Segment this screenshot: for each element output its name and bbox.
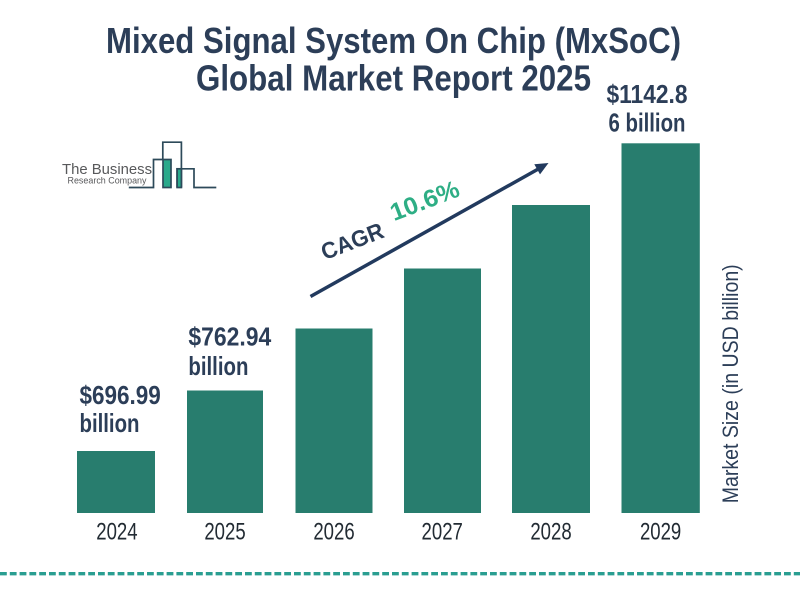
- svg-text:6 billion: 6 billion: [609, 110, 686, 138]
- svg-text:$762.94: $762.94: [188, 324, 271, 352]
- svg-text:Research Company: Research Company: [68, 176, 147, 187]
- svg-text:$696.99: $696.99: [80, 382, 161, 410]
- svg-text:2029: 2029: [640, 520, 681, 546]
- svg-text:Market Size (in USD billion): Market Size (in USD billion): [718, 264, 743, 503]
- svg-text:2025: 2025: [204, 520, 245, 546]
- svg-text:2026: 2026: [313, 520, 354, 546]
- svg-text:billion: billion: [80, 410, 140, 438]
- svg-text:2027: 2027: [422, 520, 463, 546]
- svg-text:The Business: The Business: [62, 161, 152, 178]
- svg-text:Global Market Report 2025: Global Market Report 2025: [196, 58, 591, 99]
- svg-text:Mixed Signal System On Chip (M: Mixed Signal System On Chip (MxSoC): [106, 20, 681, 61]
- svg-text:2028: 2028: [530, 520, 571, 546]
- svg-text:$1142.8: $1142.8: [607, 81, 688, 109]
- svg-text:2024: 2024: [96, 520, 137, 546]
- svg-text:billion: billion: [188, 353, 248, 381]
